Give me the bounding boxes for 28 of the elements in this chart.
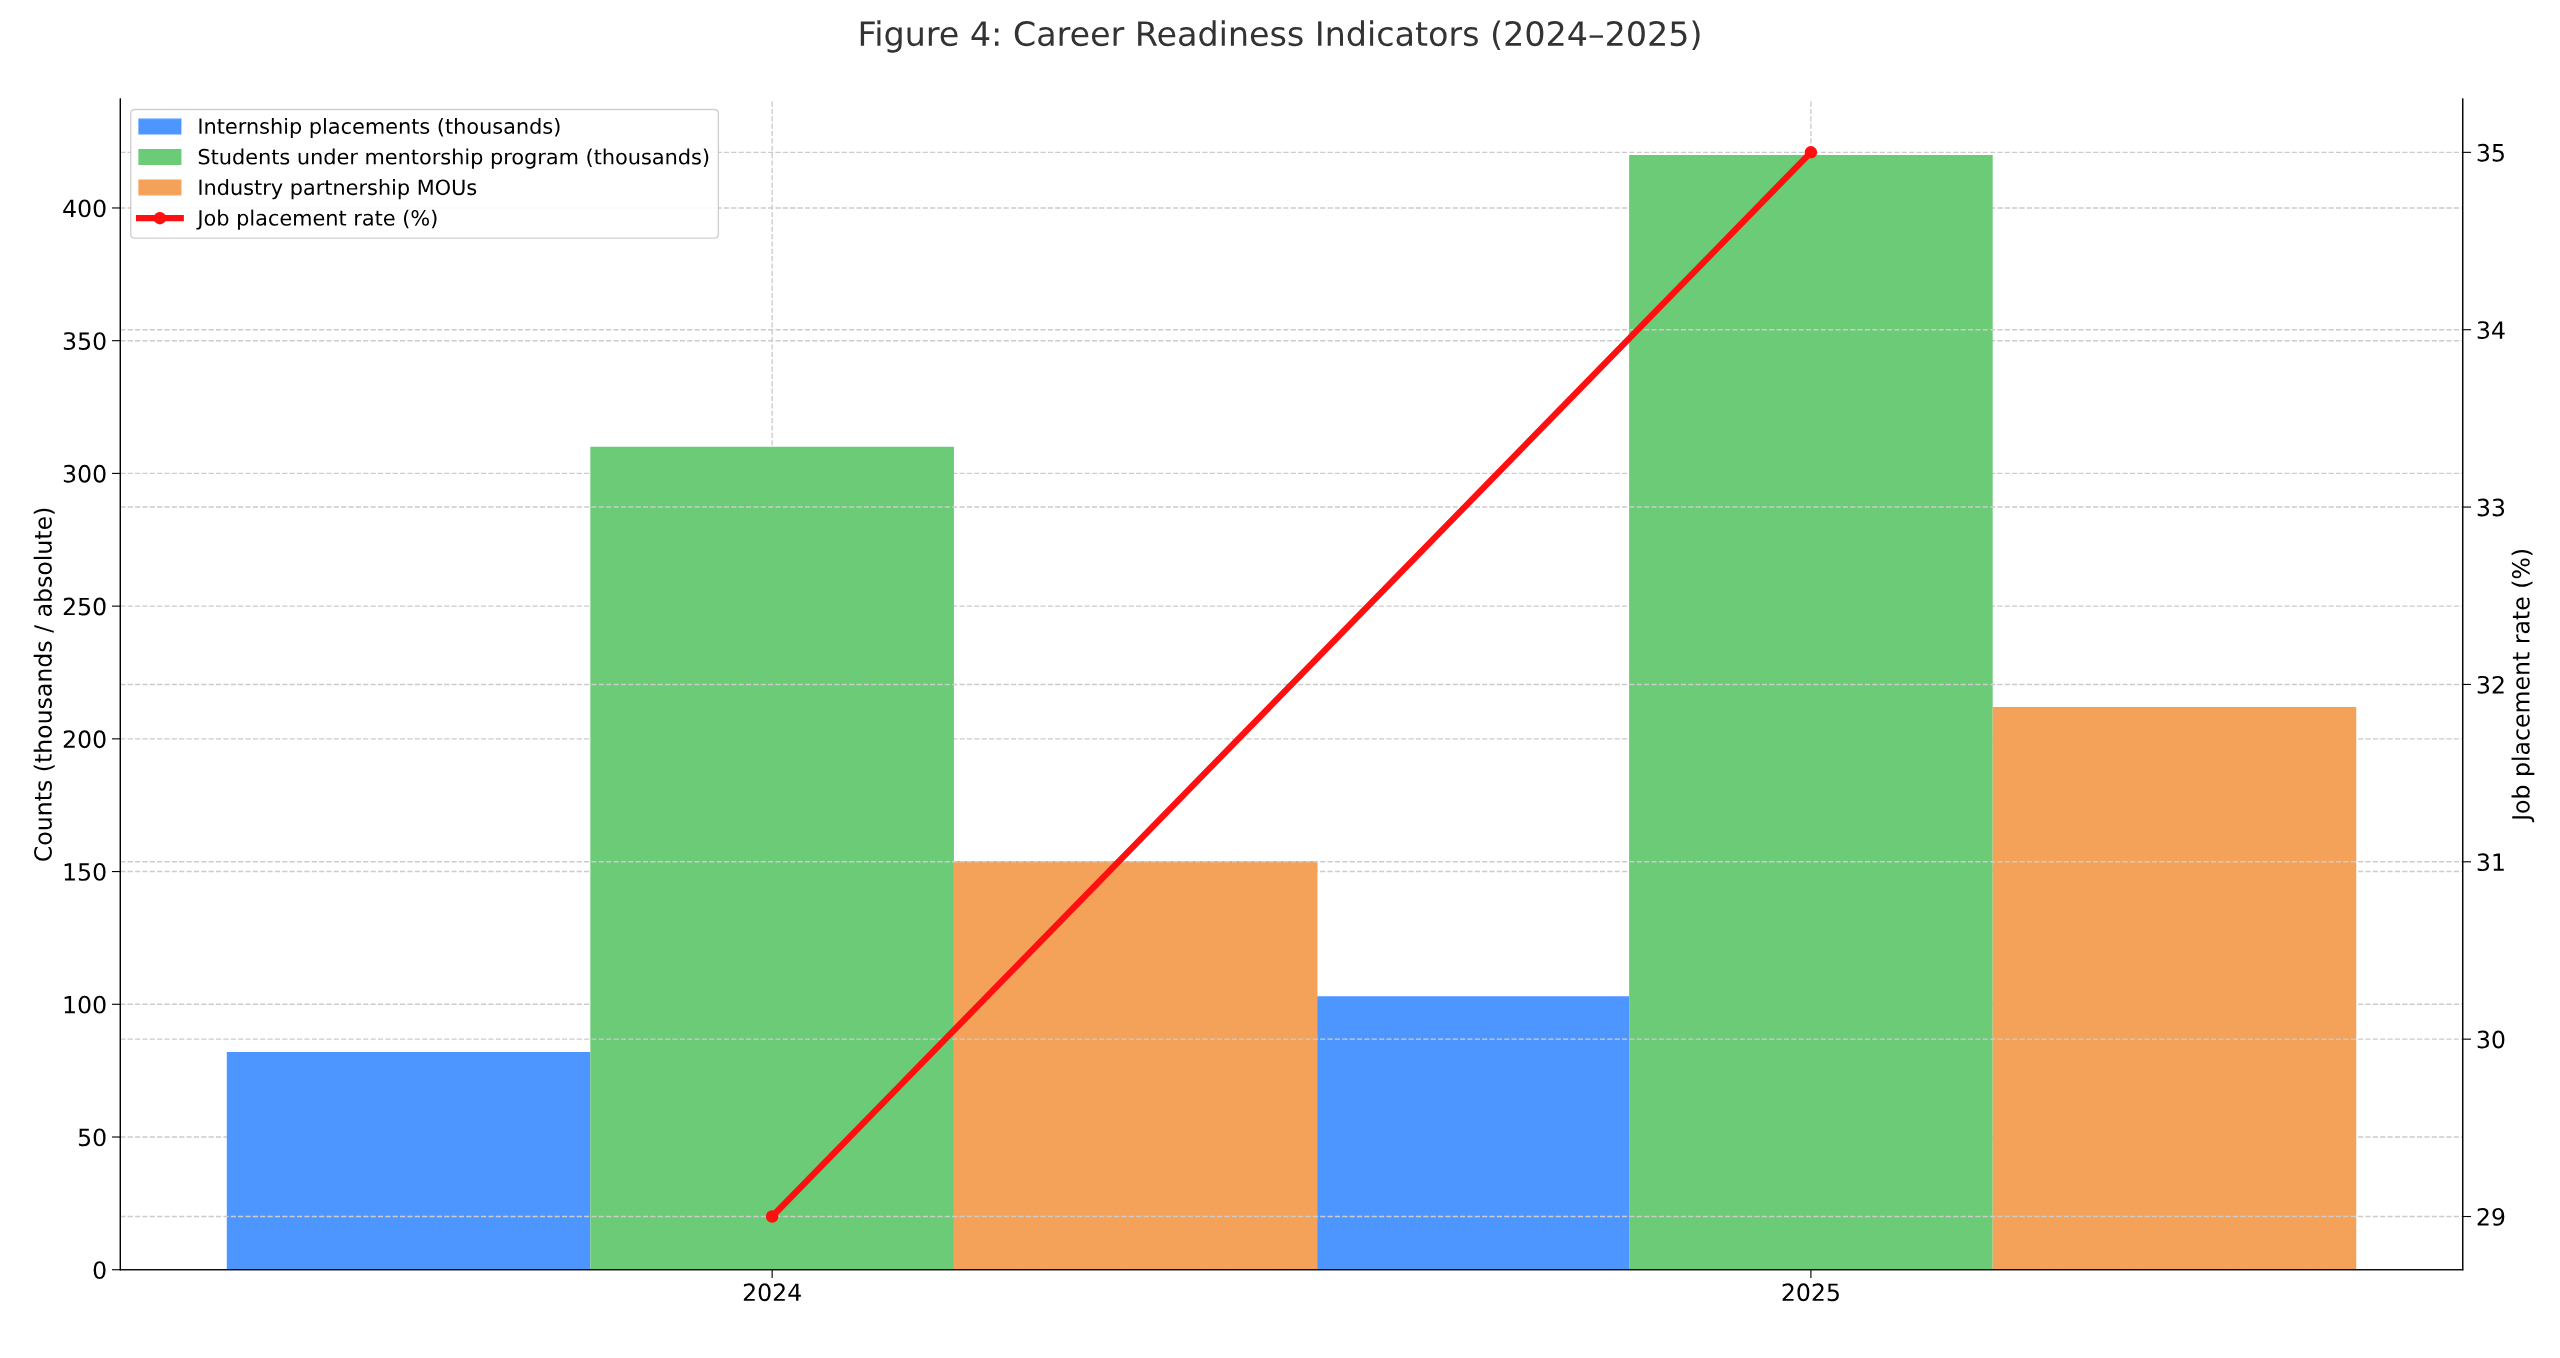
legend-label: Internship placements (thousands) [199,117,560,139]
y-tick-label: 0 [93,1261,106,1280]
y-tick-label: 50 [78,1128,106,1147]
y-tick-label: 300 [63,464,106,483]
y2-tick-label: 35 [2477,143,2504,162]
y-tick-label: 400 [63,199,106,218]
legend-label: Industry partnership MOUs [199,179,477,200]
legend-label: Students under mentorship program (thousands) [198,148,709,169]
y2-tick-label: 31 [2477,853,2504,872]
chart-title: Figure 4: Career Readiness Indicators (2024–2025) [860,20,1700,53]
y2-tick-label: 32 [2477,675,2504,694]
y-tick-label: 200 [63,730,106,749]
y-axis-title: Counts (thousands / absolute) [33,508,55,861]
bar [1992,706,2357,1270]
y2-tick-label: 33 [2477,498,2505,517]
y2-tick-label: 34 [2477,321,2505,340]
y-tick-label: 150 [64,863,106,881]
y-tick-label: 100 [64,995,106,1014]
y-tick-label: 250 [63,597,106,616]
y2-tick-label: 30 [2477,1030,2505,1049]
legend-label: Job placement rate (%) [196,209,437,230]
y2-tick-label: 29 [2477,1207,2505,1226]
bar [953,860,1318,1270]
x-tick-label: 2025 [1782,1283,1839,1302]
x-tick-label: 2024 [743,1283,801,1302]
y-tick-label: 350 [63,332,106,350]
bar [226,1052,591,1270]
y2-axis-title: Job placement rate (%) [2511,549,2535,823]
